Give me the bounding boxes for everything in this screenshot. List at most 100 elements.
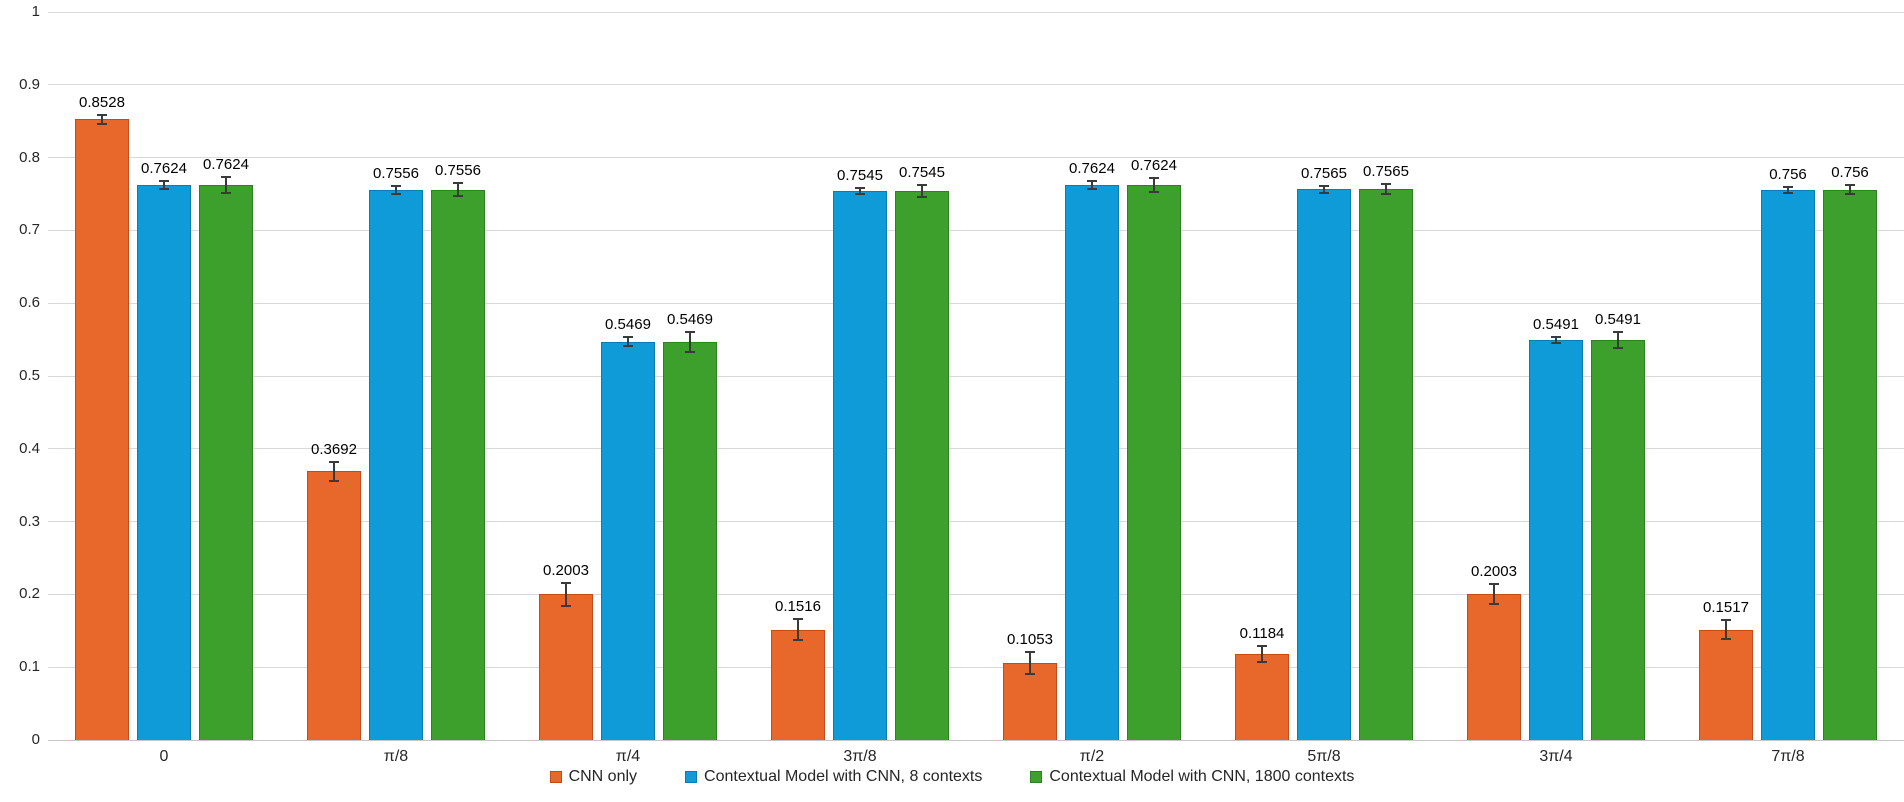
error-bar-cap-top [391, 184, 401, 187]
error-bar-cap-top [1381, 183, 1391, 186]
error-bar [1725, 620, 1727, 640]
error-bar [1555, 337, 1557, 344]
x-tick-label: π/8 [383, 748, 409, 765]
error-bar-cap-bottom [1489, 603, 1499, 606]
y-tick-label: 0.6 [19, 294, 40, 312]
value-label: 0.7545 [899, 163, 945, 181]
error-bar-cap-top [685, 330, 695, 333]
bar-series3-5π/8 [1359, 189, 1413, 740]
error-bar [1849, 185, 1851, 194]
error-bar [1323, 185, 1325, 193]
value-label: 0.7624 [203, 155, 249, 173]
bar-series1-3π/4 [1467, 594, 1521, 740]
y-tick-label: 0.5 [19, 367, 40, 384]
value-label: 0.1516 [775, 598, 821, 616]
bar-series3-0 [199, 184, 253, 740]
error-bar [859, 187, 861, 194]
value-label: 0.5469 [667, 310, 713, 328]
error-bar-cap-bottom [685, 351, 695, 354]
error-bar-cap-bottom [1257, 660, 1267, 663]
error-bar [1385, 184, 1387, 195]
y-tick-label: 0.9 [19, 75, 40, 93]
bar-series2-7π/8 [1761, 189, 1815, 740]
x-tick-label: 7π/8 [1771, 748, 1805, 765]
value-label: 0.1053 [1007, 631, 1053, 649]
error-bar-cap-bottom [1149, 190, 1159, 193]
error-bar-cap-top [97, 113, 107, 116]
error-bar-cap-top [329, 460, 339, 463]
error-bar-cap-top [453, 182, 463, 185]
error-bar-cap-bottom [1613, 347, 1623, 350]
error-bar-cap-top [1551, 336, 1561, 339]
value-label: 0.2003 [543, 561, 589, 579]
error-bar-cap-top [1489, 582, 1499, 585]
error-bar [565, 582, 567, 606]
error-bar [689, 331, 691, 353]
bar-series2-3π/4 [1529, 340, 1583, 740]
bar-series3-3π/8 [895, 190, 949, 740]
error-bar [101, 114, 103, 124]
gridline [48, 157, 1904, 159]
value-label: 0.5469 [605, 316, 651, 334]
value-label: 0.8528 [79, 93, 125, 111]
legend-item-series1: CNN only [549, 768, 637, 786]
gridline [48, 11, 1904, 13]
error-bar [627, 337, 629, 347]
error-bar-cap-bottom [391, 193, 401, 196]
bar-series2-5π/8 [1297, 189, 1351, 740]
error-bar [1261, 645, 1263, 662]
error-bar [457, 183, 459, 197]
error-bar-cap-top [917, 183, 927, 186]
x-tick-label: 3π/8 [843, 748, 877, 765]
error-bar-cap-top [855, 186, 865, 189]
error-bar-cap-bottom [1783, 191, 1793, 194]
bar-series2-π/8 [369, 189, 423, 740]
bar-series3-π/8 [431, 189, 485, 740]
error-bar-cap-bottom [159, 187, 169, 190]
legend: CNN only Contextual Model with CNN, 8 con… [0, 768, 1904, 786]
value-label: 0.756 [1769, 165, 1807, 183]
error-bar-cap-bottom [1087, 187, 1097, 190]
bar-series2-π/4 [601, 341, 655, 740]
error-bar-cap-top [793, 618, 803, 621]
bar-series1-π/4 [539, 594, 593, 740]
error-bar-cap-bottom [793, 638, 803, 641]
value-label: 0.3692 [311, 440, 357, 458]
error-bar [1787, 186, 1789, 193]
bar-series1-7π/8 [1699, 629, 1753, 740]
error-bar-cap-bottom [623, 345, 633, 348]
x-tick-label: π/2 [1079, 748, 1105, 765]
error-bar-cap-bottom [453, 195, 463, 198]
value-label: 0.5491 [1595, 311, 1641, 329]
error-bar [333, 461, 335, 481]
value-label: 0.7624 [1131, 157, 1177, 175]
error-bar [1617, 332, 1619, 349]
error-bar-cap-bottom [1381, 193, 1391, 196]
gridline [48, 84, 1904, 86]
error-bar [1091, 181, 1093, 189]
value-label: 0.2003 [1471, 562, 1517, 580]
gridline [48, 448, 1904, 450]
y-tick-label: 0.1 [19, 658, 40, 676]
value-label: 0.7624 [1069, 160, 1115, 178]
error-bar-cap-bottom [221, 191, 231, 194]
error-bar-cap-top [1613, 331, 1623, 334]
gridline [48, 593, 1904, 595]
error-bar-cap-bottom [855, 192, 865, 195]
error-bar-cap-bottom [1319, 191, 1329, 194]
value-label: 0.756 [1831, 164, 1869, 182]
error-bar [163, 181, 165, 189]
x-tick-label: 3π/4 [1539, 748, 1573, 765]
error-bar-cap-bottom [1025, 673, 1035, 676]
error-bar-cap-top [1087, 180, 1097, 183]
value-label: 0.5491 [1533, 316, 1579, 334]
gridline [48, 302, 1904, 304]
error-bar-cap-bottom [97, 122, 107, 125]
error-bar [1493, 583, 1495, 605]
value-label: 0.7565 [1301, 164, 1347, 182]
error-bar-cap-top [1783, 185, 1793, 188]
bar-series1-3π/8 [771, 629, 825, 740]
y-tick-label: 0.4 [19, 439, 40, 457]
error-bar [797, 619, 799, 640]
